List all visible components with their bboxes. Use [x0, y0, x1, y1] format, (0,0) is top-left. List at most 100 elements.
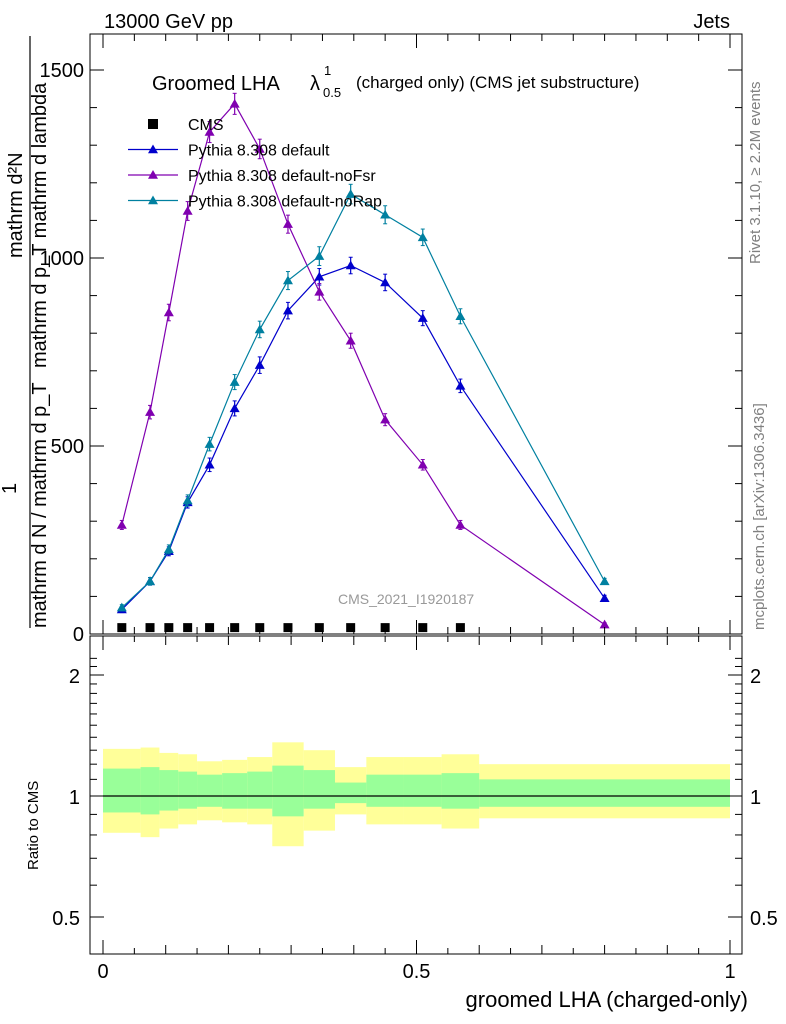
legend-item: Pythia 8.308 default-noFsr: [128, 168, 376, 185]
data-point: [204, 439, 215, 448]
main-y-axis: 050010001500200025003000: [40, 34, 742, 646]
data-point: [204, 127, 215, 136]
ratio-y-axis-label: Ratio to CMS: [25, 781, 42, 870]
plot-title-superscript: 1: [324, 63, 331, 78]
legend-marker: [148, 119, 158, 129]
data-point: [455, 623, 465, 633]
series-line: [121, 264, 606, 610]
data-point: [455, 311, 466, 321]
x-axis-label: groomed LHA (charged-only): [466, 987, 748, 1012]
data-point: [417, 459, 428, 469]
analysis-watermark: CMS_2021_I1920187: [338, 591, 474, 607]
plot-title-main: Groomed LHA: [152, 73, 280, 95]
main-panel-content: [116, 92, 610, 633]
uncertainty-band-inner: [197, 774, 223, 807]
data-point: [205, 623, 215, 633]
plot-title-rest: (charged only) (CMS jet substructure): [356, 73, 639, 92]
data-point: [314, 271, 325, 281]
uncertainty-band-inner: [441, 773, 480, 809]
data-point: [182, 206, 193, 215]
ratio-y-tick-label-left: 0.5: [52, 908, 80, 930]
uncertainty-band-inner: [403, 774, 442, 807]
main-y-axis-label: mathrm d²N mathrm d p_T mathrm d lambda …: [0, 36, 51, 628]
legend-marker: [148, 170, 158, 179]
main-y-tick-label: 1000: [40, 248, 85, 270]
data-point: [380, 277, 391, 287]
plot-title: Groomed LHA λ 1 0.5 (charged only) (CMS …: [152, 63, 639, 100]
y-label-numerator-top: mathrm d²N: [5, 152, 27, 258]
data-point: [163, 307, 174, 317]
data-point: [116, 602, 127, 612]
data-point: [282, 219, 293, 228]
data-point: [182, 495, 193, 505]
legend: CMS Pythia 8.308 default Pythia 8.308 defa…: [128, 117, 382, 211]
legend-item: Pythia 8.308 default: [128, 143, 330, 160]
data-point: [417, 313, 428, 322]
data-point: [418, 623, 428, 633]
data-point: [380, 414, 391, 424]
data-point: [283, 623, 293, 633]
data-point: [599, 619, 610, 629]
uncertainty-band-inner: [103, 768, 141, 813]
rivet-version-label: Rivet 3.1.10, ≥ 2.2M events: [747, 82, 764, 265]
uncertainty-band-inner: [159, 770, 179, 811]
data-point: [282, 275, 293, 285]
header-right: Jets: [693, 11, 730, 33]
plot-title-subscript: 0.5: [323, 85, 341, 100]
uncertainty-band-inner: [178, 771, 198, 809]
data-point: [314, 286, 325, 296]
data-point: [417, 232, 428, 242]
ratio-y-tick-label-right: 2: [750, 666, 761, 688]
legend-label: Pythia 8.308 default-noRap: [188, 194, 382, 211]
ratio-y-tick-label-left: 2: [69, 666, 80, 688]
data-point: [204, 459, 215, 469]
data-point: [254, 324, 265, 334]
main-y-tick-label: 500: [51, 436, 84, 458]
data-point: [380, 209, 391, 219]
data-point: [229, 403, 240, 413]
series-pythia-8-308-default: [116, 256, 610, 614]
legend-marker: [148, 195, 158, 205]
data-point: [145, 623, 155, 633]
series-cms: [117, 623, 465, 633]
uncertainty-band-inner: [479, 779, 730, 807]
x-tick-label: 0.5: [403, 961, 431, 983]
legend-label: Pythia 8.308 default-noFsr: [188, 168, 376, 185]
data-point: [254, 360, 265, 369]
legend-label: Pythia 8.308 default: [188, 143, 330, 160]
data-point: [455, 380, 466, 390]
data-point: [314, 251, 325, 260]
ratio-panel-content: [103, 742, 730, 847]
data-point: [345, 260, 356, 270]
data-point: [183, 623, 193, 633]
data-point: [345, 189, 356, 198]
legend-label: CMS: [188, 117, 224, 134]
ratio-y-axis: 0.5 0.5 1 1 2 2: [52, 657, 778, 930]
data-point: [230, 623, 240, 633]
uncertainty-band-inner: [247, 771, 273, 809]
data-point: [145, 576, 156, 586]
uncertainty-band-inner: [140, 767, 160, 815]
uncertainty-band-inner: [303, 770, 335, 809]
data-point: [282, 305, 293, 315]
data-point: [254, 143, 265, 153]
ratio-y-tick-label-right: 0.5: [750, 908, 778, 930]
legend-item: CMS: [148, 117, 224, 134]
data-point: [164, 623, 174, 633]
series-pythia-8-308-default-norap: [116, 183, 610, 612]
plot-title-lambda: λ: [310, 73, 320, 95]
main-y-tick-label: 0: [73, 624, 84, 646]
y-label-denominator: mathrm d N / mathrm d p_T: [29, 382, 51, 628]
data-point: [229, 377, 240, 386]
data-point: [314, 623, 324, 633]
legend-item: Pythia 8.308 default-noRap: [128, 194, 382, 211]
main-y-tick-label: 1500: [40, 60, 85, 82]
ratio-y-tick-label-left: 1: [69, 787, 80, 809]
data-point: [599, 593, 610, 603]
data-point: [346, 623, 356, 633]
y-label-one: 1: [0, 483, 21, 494]
data-point: [117, 623, 127, 633]
uncertainty-band-inner: [334, 782, 367, 804]
x-tick-label: 0: [97, 961, 108, 983]
